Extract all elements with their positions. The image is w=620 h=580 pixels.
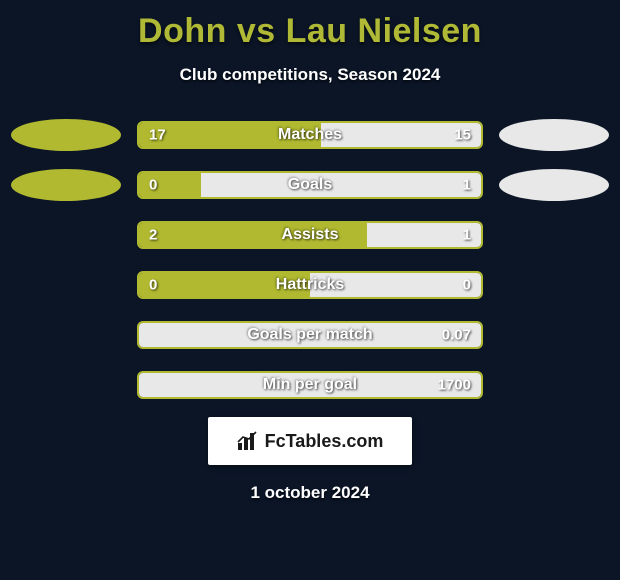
stat-right-value: 1 bbox=[463, 177, 471, 194]
stat-label: Goals per match bbox=[247, 326, 372, 344]
logo-text: FcTables.com bbox=[265, 431, 384, 452]
stat-bar: Matches 17 15 bbox=[137, 121, 483, 149]
stat-left-value: 0 bbox=[149, 277, 157, 294]
logo-box: FcTables.com bbox=[208, 417, 412, 465]
subtitle: Club competitions, Season 2024 bbox=[0, 65, 620, 85]
stat-row: Assists 2 1 bbox=[0, 219, 620, 251]
stat-left-value: 17 bbox=[149, 127, 166, 144]
stat-row: Matches 17 15 bbox=[0, 119, 620, 151]
stat-right-value: 1700 bbox=[438, 377, 471, 394]
left-player-marker bbox=[11, 169, 121, 201]
right-player-marker bbox=[499, 119, 609, 151]
left-player-marker bbox=[11, 119, 121, 151]
bar-right-fill bbox=[201, 173, 481, 197]
stat-right-value: 1 bbox=[463, 227, 471, 244]
stat-left-value: 0 bbox=[149, 177, 157, 194]
stat-bar: Goals 0 1 bbox=[137, 171, 483, 199]
stat-row: Goals 0 1 bbox=[0, 169, 620, 201]
stat-right-value: 15 bbox=[454, 127, 471, 144]
comparison-card: Dohn vs Lau Nielsen Club competitions, S… bbox=[0, 0, 620, 503]
stat-bar: Min per goal 1700 bbox=[137, 371, 483, 399]
stat-row: Goals per match 0.07 bbox=[0, 319, 620, 351]
stat-bar: Goals per match 0.07 bbox=[137, 321, 483, 349]
stat-label: Assists bbox=[282, 226, 339, 244]
stat-rows: Matches1715Goals01Assists21Hattricks00Go… bbox=[0, 119, 620, 401]
stat-row: Hattricks 0 0 bbox=[0, 269, 620, 301]
date-text: 1 october 2024 bbox=[0, 483, 620, 503]
stat-label: Goals bbox=[288, 176, 332, 194]
stat-right-value: 0.07 bbox=[442, 327, 471, 344]
stat-label: Matches bbox=[278, 126, 342, 144]
page-title: Dohn vs Lau Nielsen bbox=[0, 12, 620, 51]
stat-bar: Hattricks 0 0 bbox=[137, 271, 483, 299]
stat-label: Hattricks bbox=[276, 276, 344, 294]
stat-label: Min per goal bbox=[263, 376, 357, 394]
stat-right-value: 0 bbox=[463, 277, 471, 294]
bar-chart-icon bbox=[237, 431, 259, 451]
stat-left-value: 2 bbox=[149, 227, 157, 244]
right-player-marker bbox=[499, 169, 609, 201]
stat-bar: Assists 2 1 bbox=[137, 221, 483, 249]
stat-row: Min per goal 1700 bbox=[0, 369, 620, 401]
